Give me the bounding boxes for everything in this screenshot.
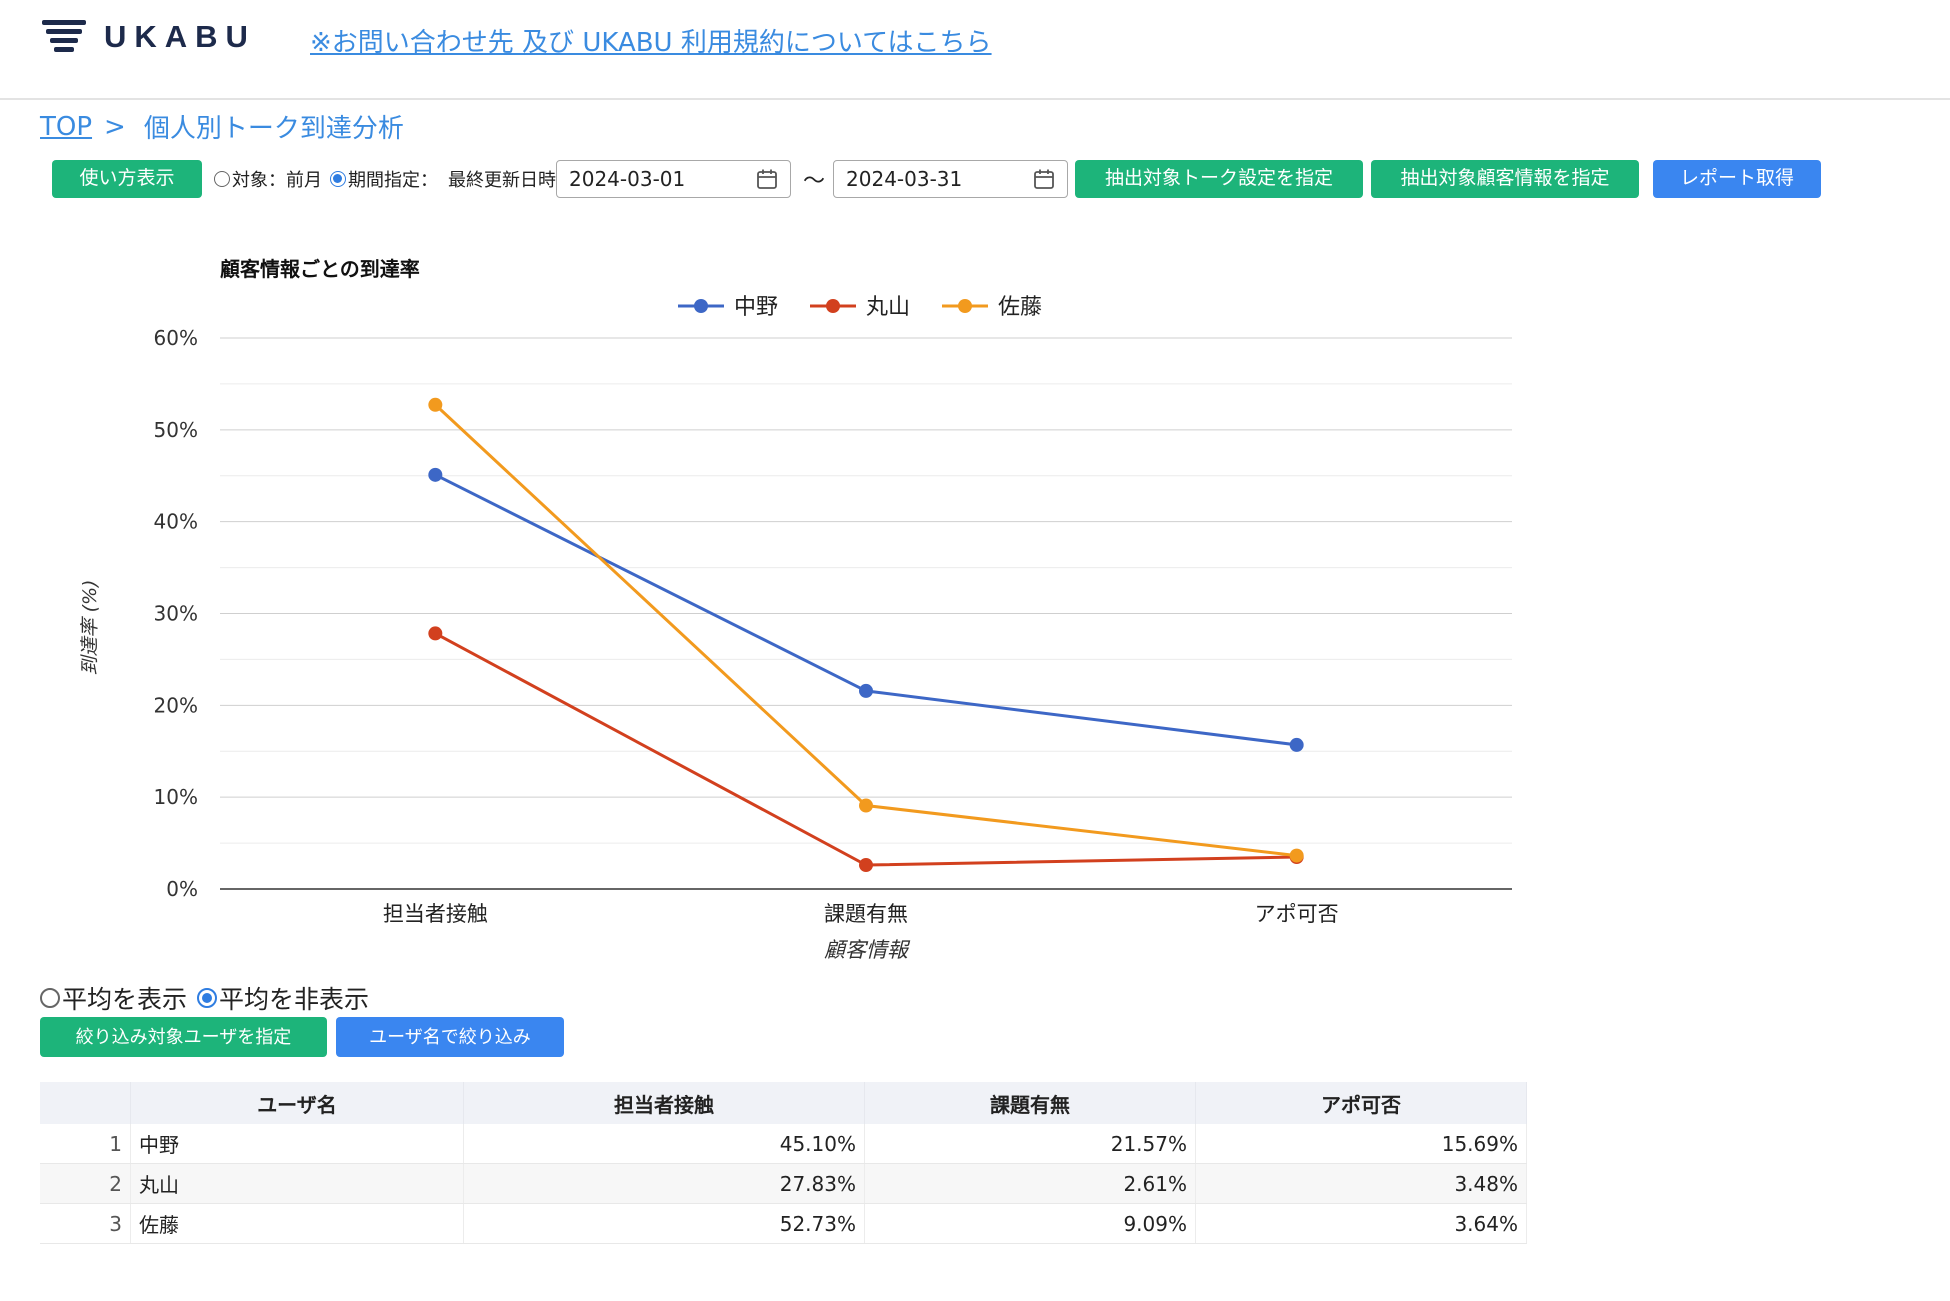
data-point — [859, 683, 873, 698]
table-row[interactable]: 3 佐藤 52.73% 9.09% 3.64% — [40, 1203, 1527, 1244]
breadcrumb-current: 個人別トーク到達分析 — [143, 114, 404, 144]
customer-info-button[interactable]: 抽出対象顧客情報を指定 — [1371, 160, 1640, 198]
legend-entry: 中野 — [734, 295, 778, 320]
legend-swatch-marker — [694, 299, 708, 313]
legend-entry: 佐藤 — [998, 295, 1042, 320]
data-point — [859, 858, 873, 873]
hide-average-label: 平均を非表示 — [219, 985, 370, 1014]
data-point — [428, 467, 443, 482]
row-index: 2 — [40, 1163, 131, 1204]
chart-title: 顧客情報ごとの到達率 — [220, 257, 420, 281]
reach-rate-chart: 0% 10% 20% 30% 40% 50% 60% 担当者接触 課題有無 アポ可否 顧客情報ごとの… — [0, 240, 1950, 980]
cell-contact: 45.10% — [463, 1124, 865, 1164]
breadcrumb-separator: > — [104, 111, 126, 142]
radio-show-average[interactable] — [40, 988, 60, 1008]
cell-username: 中野 — [130, 1124, 464, 1164]
data-point — [1289, 848, 1304, 863]
column-header-contact[interactable]: 担当者接触 — [463, 1082, 865, 1124]
data-point — [428, 397, 443, 412]
filter-controls: 使い方表示 対象：前月 期間指定： 最終更新日時 2024-03-01 〜 20… — [52, 160, 1822, 198]
calendar-icon[interactable] — [756, 168, 778, 190]
table-header-row: ユーザ名 担当者接触 課題有無 アポ可否 — [40, 1082, 1527, 1124]
x-tick-label: 課題有無 — [824, 902, 908, 926]
y-tick-label: 10% — [154, 785, 198, 809]
cell-username: 佐藤 — [130, 1203, 464, 1244]
y-tick-label: 20% — [154, 693, 198, 717]
date-range-separator: 〜 — [803, 169, 826, 194]
radio-period[interactable] — [330, 171, 346, 187]
howto-button[interactable]: 使い方表示 — [52, 160, 202, 198]
date-from-input[interactable]: 2024-03-01 — [556, 160, 791, 198]
brand-name: UKABU — [104, 19, 256, 54]
user-filter-row: 絞り込み対象ユーザを指定 ユーザ名で絞り込み — [40, 1017, 564, 1057]
ukabu-logo-icon — [42, 20, 86, 52]
talk-setting-button[interactable]: 抽出対象トーク設定を指定 — [1075, 160, 1364, 198]
radio-prev-month-label: 対象：前月 — [232, 170, 322, 191]
filter-by-name-button[interactable]: ユーザ名で絞り込み — [336, 1017, 564, 1057]
breadcrumb-top-link[interactable]: TOP — [40, 111, 93, 142]
y-tick-label: 30% — [154, 602, 198, 626]
header: UKABU ※お問い合わせ先 及び UKABU 利用規約についてはこちら — [0, 0, 1950, 100]
cell-username: 丸山 — [130, 1163, 464, 1204]
breadcrumb: TOP > 個人別トーク到達分析 — [40, 108, 404, 145]
column-header-username[interactable]: ユーザ名 — [130, 1082, 464, 1124]
report-button[interactable]: レポート取得 — [1653, 160, 1822, 198]
cell-issue: 9.09% — [864, 1203, 1196, 1244]
data-point — [1289, 737, 1304, 752]
cell-appointment: 3.48% — [1195, 1163, 1527, 1204]
chart-svg: 0% 10% 20% 30% 40% 50% 60% 担当者接触 課題有無 アポ可否 顧客情報ごとの… — [79, 257, 1512, 962]
data-point — [428, 626, 443, 641]
row-index: 1 — [40, 1124, 131, 1164]
legend-swatch-marker — [826, 299, 840, 313]
column-header-issue[interactable]: 課題有無 — [864, 1082, 1196, 1124]
x-tick-label: アポ可否 — [1255, 902, 1339, 926]
legend-swatch-marker — [958, 299, 972, 313]
y-axis-title: 到達率 (%) — [79, 580, 101, 676]
cell-contact: 52.73% — [463, 1203, 865, 1244]
legend-entry: 丸山 — [866, 295, 910, 320]
y-tick-label: 60% — [154, 326, 198, 350]
data-point — [859, 798, 873, 813]
target-users-button[interactable]: 絞り込み対象ユーザを指定 — [40, 1017, 327, 1057]
date-to-input[interactable]: 2024-03-31 — [833, 160, 1069, 198]
column-header-appointment[interactable]: アポ可否 — [1195, 1082, 1527, 1124]
average-toggle: 平均を表示 平均を非表示 — [40, 980, 369, 1016]
calendar-icon[interactable] — [1033, 168, 1055, 190]
column-header-index — [40, 1082, 131, 1124]
terms-contact-link[interactable]: ※お問い合わせ先 及び UKABU 利用規約についてはこちら — [310, 28, 992, 58]
last-updated-label: 最終更新日時 — [448, 170, 556, 191]
cell-appointment: 15.69% — [1195, 1124, 1527, 1164]
table-row[interactable]: 2 丸山 27.83% 2.61% 3.48% — [40, 1163, 1527, 1204]
radio-period-label: 期間指定： — [348, 170, 438, 191]
date-from-value: 2024-03-01 — [569, 167, 686, 191]
x-tick-label: 担当者接触 — [383, 902, 488, 926]
cell-issue: 21.57% — [864, 1124, 1196, 1164]
row-index: 3 — [40, 1203, 131, 1244]
cell-issue: 2.61% — [864, 1163, 1196, 1204]
cell-contact: 27.83% — [463, 1163, 865, 1204]
y-tick-label: 50% — [154, 418, 198, 442]
y-tick-label: 40% — [154, 510, 198, 534]
cell-appointment: 3.64% — [1195, 1203, 1527, 1244]
x-axis-title: 顧客情報 — [824, 938, 911, 962]
ukabu-logo[interactable]: UKABU — [42, 18, 256, 56]
radio-hide-average[interactable] — [197, 988, 218, 1008]
table-row[interactable]: 1 中野 45.10% 21.57% 15.69% — [40, 1124, 1527, 1164]
show-average-label: 平均を表示 — [62, 985, 188, 1014]
series-line — [434, 632, 1297, 867]
results-table: ユーザ名 担当者接触 課題有無 アポ可否 1 中野 45.10% 21.57% … — [40, 1082, 1527, 1244]
series-line — [434, 403, 1297, 858]
date-to-value: 2024-03-31 — [846, 167, 963, 191]
y-tick-label: 0% — [166, 877, 198, 901]
radio-prev-month[interactable] — [214, 171, 230, 187]
